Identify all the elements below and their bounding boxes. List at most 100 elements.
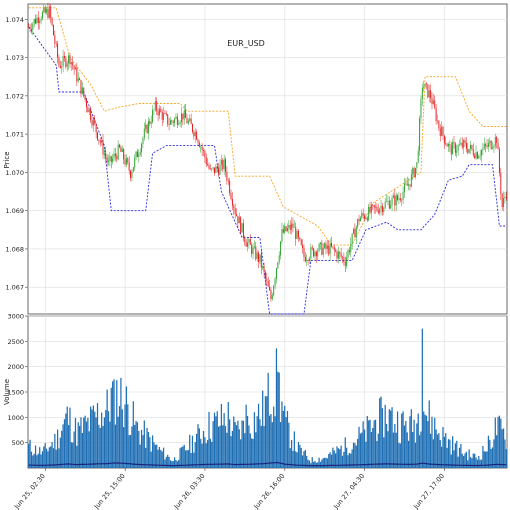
volume-bar bbox=[99, 427, 101, 468]
candle-body bbox=[331, 243, 332, 247]
candle-body bbox=[245, 242, 247, 247]
volume-bar bbox=[151, 435, 154, 468]
volume-bar bbox=[264, 396, 267, 468]
volume-bar bbox=[380, 396, 382, 468]
candle-body bbox=[420, 98, 422, 119]
candle-body bbox=[227, 180, 229, 182]
candle-body bbox=[332, 246, 334, 248]
candle-body bbox=[291, 223, 293, 230]
volume-bar bbox=[167, 454, 169, 468]
candle-body bbox=[225, 159, 227, 172]
candle-body bbox=[311, 247, 313, 249]
price-axis-label: Price bbox=[3, 151, 11, 168]
candle-body bbox=[207, 164, 209, 166]
candle-body bbox=[103, 153, 105, 155]
volume-bar bbox=[289, 448, 291, 468]
candle-body bbox=[313, 248, 315, 257]
volume-bar bbox=[241, 420, 243, 468]
candle-body bbox=[263, 266, 265, 273]
candle-body bbox=[113, 153, 115, 159]
candle-body bbox=[282, 229, 284, 233]
volume-bar bbox=[114, 424, 117, 468]
candle-body bbox=[421, 87, 423, 99]
volume-bar bbox=[268, 415, 271, 468]
candle-body bbox=[366, 217, 368, 221]
candle-body bbox=[449, 144, 451, 146]
volume-axis-label: Volume bbox=[3, 379, 11, 405]
candle-body bbox=[50, 6, 52, 18]
candle-body bbox=[259, 254, 261, 262]
candle-body bbox=[109, 156, 111, 161]
candle-body bbox=[471, 145, 473, 150]
candle-body bbox=[299, 237, 301, 240]
candle-body bbox=[486, 145, 488, 147]
candle-body bbox=[87, 107, 89, 113]
volume-bar bbox=[464, 453, 466, 468]
candle-body bbox=[500, 172, 502, 194]
candle-body bbox=[222, 160, 224, 170]
candle-body bbox=[457, 145, 459, 151]
volume-bar bbox=[183, 444, 185, 468]
volume-bar bbox=[216, 411, 218, 468]
candle-body bbox=[196, 131, 198, 140]
candle-body bbox=[375, 206, 377, 208]
candle-body bbox=[443, 135, 445, 144]
candle-body bbox=[461, 142, 463, 148]
candle-body bbox=[381, 205, 383, 212]
candle-body bbox=[157, 111, 159, 116]
volume-bar bbox=[476, 459, 479, 468]
volume-bar bbox=[281, 401, 283, 468]
candle-body bbox=[112, 158, 114, 162]
volume-bar bbox=[121, 409, 123, 468]
candle-body bbox=[503, 198, 505, 208]
candle-body bbox=[41, 12, 43, 20]
candle-body bbox=[253, 246, 255, 248]
volume-bar bbox=[47, 451, 49, 468]
volume-bar bbox=[504, 439, 506, 468]
volume-bar bbox=[450, 454, 452, 468]
volume-bar bbox=[337, 448, 340, 468]
volume-bar bbox=[37, 453, 39, 468]
volume-bar bbox=[235, 425, 238, 468]
volume-bar bbox=[87, 417, 89, 468]
candle-body bbox=[58, 57, 60, 66]
candle-body bbox=[185, 110, 187, 118]
volume-bar bbox=[240, 439, 242, 468]
candle-body bbox=[412, 168, 414, 174]
candle-body bbox=[165, 113, 167, 115]
volume-bar bbox=[425, 415, 428, 468]
volume-bar bbox=[223, 413, 225, 468]
candle-body bbox=[130, 170, 132, 178]
candle-body bbox=[142, 138, 144, 144]
candle-body bbox=[108, 160, 110, 163]
volume-bar bbox=[365, 441, 367, 468]
volume-bar bbox=[127, 404, 129, 468]
volume-bar bbox=[424, 414, 426, 468]
candle-body bbox=[256, 252, 258, 260]
volume-bar bbox=[180, 447, 183, 468]
volume-bar bbox=[138, 430, 140, 468]
candle-body bbox=[55, 43, 57, 45]
candle-body bbox=[44, 7, 46, 13]
candle-body bbox=[237, 215, 239, 224]
candle-body bbox=[168, 124, 170, 126]
volume-bar bbox=[191, 435, 194, 468]
candle-body bbox=[386, 201, 388, 202]
volume-bar bbox=[369, 419, 371, 468]
volume-bar bbox=[178, 459, 180, 468]
price-tick-label: 1.069 bbox=[5, 207, 24, 215]
candle-body bbox=[370, 204, 372, 213]
volume-bar bbox=[131, 426, 133, 468]
candle-body bbox=[127, 158, 129, 163]
volume-bar bbox=[253, 412, 256, 468]
volume-bar bbox=[41, 451, 44, 468]
candle-body bbox=[211, 168, 213, 170]
volume-bar bbox=[384, 404, 386, 468]
volume-bar bbox=[379, 398, 381, 468]
candle-body bbox=[350, 243, 352, 253]
volume-bar bbox=[158, 446, 161, 468]
volume-bar bbox=[486, 451, 488, 468]
volume-bar bbox=[358, 426, 360, 468]
volume-bar bbox=[205, 443, 207, 468]
